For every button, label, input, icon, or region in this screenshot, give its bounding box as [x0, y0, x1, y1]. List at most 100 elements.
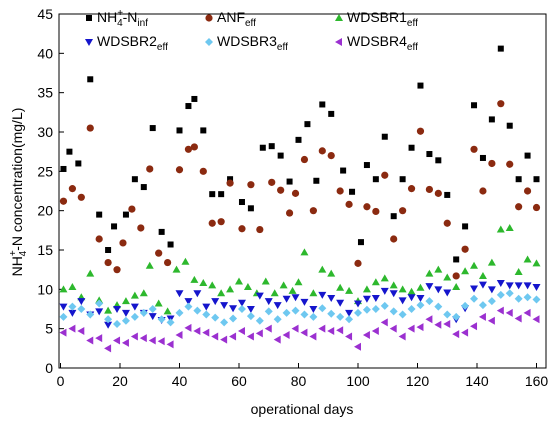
- data-point: [416, 283, 425, 291]
- data-point: [479, 187, 487, 195]
- data-point: [247, 181, 255, 189]
- data-point: [130, 291, 139, 299]
- data-point: [104, 258, 112, 267]
- data-point: [277, 152, 284, 159]
- data-point: [470, 294, 479, 303]
- legend-item: NH+ 4-Ninf: [86, 8, 148, 29]
- data-point: [286, 178, 293, 185]
- data-point: [309, 306, 318, 313]
- data-point: [121, 309, 130, 317]
- data-point: [371, 305, 380, 313]
- data-point: [104, 344, 112, 353]
- data-point: [139, 334, 147, 343]
- data-point: [104, 315, 113, 324]
- data-point: [443, 319, 451, 328]
- plot-frame: [58, 13, 547, 369]
- data-point: [506, 160, 514, 168]
- legend-marker: [205, 38, 213, 46]
- data-point: [434, 302, 443, 311]
- x-tick-label: 20: [112, 373, 128, 389]
- y-axis-title-sup: +: [8, 250, 19, 256]
- axis-ticks: 0 20 40 60 80 100 120 140 160 0 5 10 15 20 25 30 35 40 45: [37, 6, 548, 389]
- data-point: [425, 269, 434, 277]
- data-point: [523, 308, 531, 317]
- data-point: [211, 298, 220, 306]
- data-point: [380, 301, 389, 310]
- data-point: [139, 308, 148, 317]
- data-point: [148, 336, 156, 345]
- data-point: [434, 286, 443, 294]
- legend-marker: [85, 39, 93, 46]
- data-point: [175, 290, 184, 298]
- data-point: [452, 330, 460, 339]
- data-point: [68, 185, 76, 193]
- data-point: [155, 249, 163, 257]
- data-point: [434, 320, 442, 329]
- data-point: [327, 269, 336, 277]
- data-point: [264, 298, 273, 306]
- series-5: [59, 289, 541, 328]
- data-point: [226, 285, 235, 293]
- data-point: [443, 273, 452, 281]
- data-point: [157, 315, 166, 324]
- data-point: [505, 308, 513, 317]
- legend-item: WDSBR4eff: [335, 33, 418, 53]
- data-point: [461, 328, 469, 337]
- data-point: [515, 203, 523, 211]
- data-point: [371, 294, 380, 302]
- data-point: [425, 283, 434, 291]
- data-point: [407, 324, 415, 333]
- data-point: [294, 278, 303, 286]
- data-point: [380, 318, 388, 327]
- data-point: [184, 302, 193, 311]
- data-point: [255, 316, 264, 325]
- data-point: [149, 125, 156, 132]
- data-point: [273, 335, 281, 344]
- data-point: [380, 287, 389, 295]
- data-point: [264, 307, 273, 316]
- data-point: [345, 286, 354, 294]
- y-tick-label: 30: [37, 124, 53, 140]
- data-point: [514, 294, 523, 303]
- data-point: [158, 228, 165, 235]
- data-point: [119, 239, 127, 247]
- data-point: [336, 312, 345, 321]
- data-point: [104, 321, 113, 329]
- data-point: [229, 314, 238, 323]
- data-point: [190, 143, 198, 151]
- data-point: [506, 122, 513, 129]
- data-point: [426, 151, 433, 158]
- data-point: [478, 301, 487, 310]
- data-point: [443, 289, 452, 297]
- data-point: [300, 310, 309, 319]
- data-point: [121, 316, 130, 325]
- data-point: [416, 323, 424, 332]
- data-point: [532, 259, 541, 267]
- data-point: [354, 342, 361, 351]
- data-point: [434, 265, 443, 273]
- data-point: [389, 281, 398, 289]
- data-point: [199, 167, 207, 175]
- data-point: [488, 116, 495, 123]
- data-point: [416, 301, 425, 310]
- data-point: [77, 193, 85, 201]
- data-point: [336, 299, 345, 307]
- y-tick-label: 10: [37, 281, 53, 297]
- data-point: [496, 280, 505, 288]
- data-point: [128, 205, 136, 213]
- data-point: [487, 316, 495, 325]
- data-point: [237, 327, 245, 336]
- data-point: [255, 329, 263, 338]
- data-point: [514, 314, 522, 323]
- data-point: [497, 100, 505, 108]
- data-point: [59, 285, 68, 293]
- series-2: [59, 100, 541, 280]
- data-point: [229, 305, 238, 313]
- data-point: [300, 298, 309, 306]
- data-point: [532, 295, 541, 304]
- data-point: [398, 332, 406, 341]
- data-point: [122, 211, 129, 218]
- data-point: [148, 305, 157, 313]
- data-point: [164, 258, 172, 267]
- data-point: [146, 165, 154, 173]
